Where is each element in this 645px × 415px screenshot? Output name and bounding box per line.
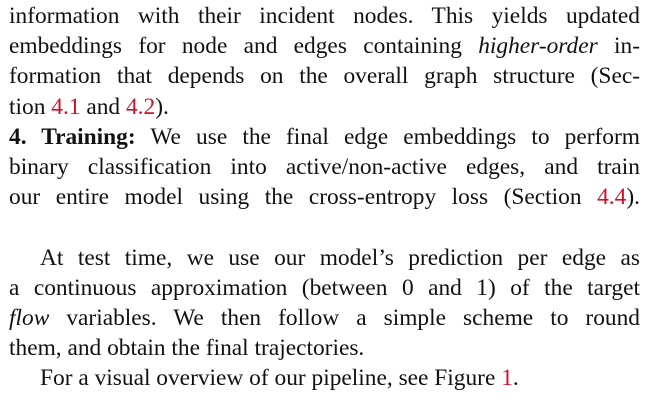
text-span: At test time, we use our model’s predict… [40,244,640,271]
text-line: formation that depends on the overall gr… [9,61,640,91]
text-line: a continuous approximation (between 0 an… [9,273,640,303]
text-span: ). [626,184,640,211]
text-line: At test time, we use our model’s predict… [9,243,640,273]
text-span: . [512,365,519,392]
text-line: our entire model using the cross-entropy… [9,182,640,212]
text-line: For a visual overview of our pipeline, s… [9,363,640,393]
text-line: them, and obtain the final trajectories. [9,333,640,363]
text-span: embeddings for node and edges containing [9,33,479,60]
text-span: them, and obtain the final trajectories. [9,335,365,362]
text-span: a continuous approximation (between 0 an… [9,274,640,301]
text-line: information with their incident nodes. T… [9,1,640,31]
text-span: variables. We then follow a simple schem… [49,304,640,331]
text-span: in- [597,33,640,60]
training-step-label: 4. Training: [9,123,136,150]
text-line: embeddings for node and edges containing… [9,31,640,61]
text-span: ). [155,93,169,120]
text-span: our entire model using the cross-entropy… [9,184,598,211]
text-span: tion [9,93,52,120]
text-line: binary classification into active/non-ac… [9,152,640,182]
paragraph-gap [9,212,640,242]
emphasis-flow: flow [9,304,50,331]
text-span: binary classification into active/non-ac… [9,153,640,180]
paper-text: information with their incident nodes. T… [9,1,640,393]
text-span: information with their incident nodes. T… [9,3,640,29]
text-line: flow variables. We then follow a simple … [9,303,640,333]
emphasis-higher-order: higher-order [478,33,598,60]
text-span: formation that depends on the overall gr… [9,63,640,90]
text-span: We use the final edge embeddings to perf… [135,123,640,150]
section-ref-4-1-link[interactable]: 4.1 [51,93,81,120]
section-ref-4-4-link[interactable]: 4.4 [597,184,627,211]
text-line: tion 4.1 and 4.2). [9,92,640,122]
text-span: and [80,93,126,120]
text-span: For a visual overview of our pipeline, s… [40,365,502,392]
figure-ref-1-link[interactable]: 1 [501,365,513,392]
text-line: 4. Training: We use the final edge embed… [9,122,640,152]
section-ref-4-2-link[interactable]: 4.2 [125,93,156,120]
